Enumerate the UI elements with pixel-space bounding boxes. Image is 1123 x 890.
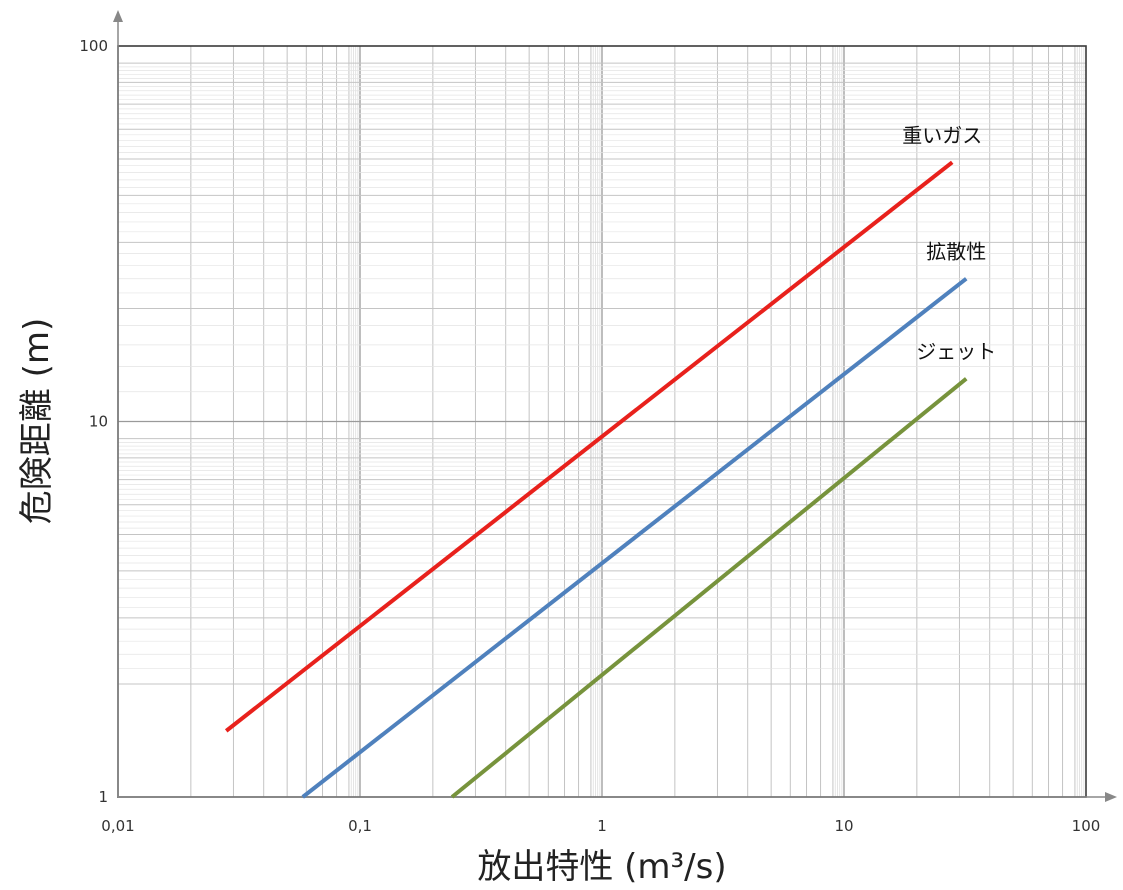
x-axis-title: 放出特性 (m³/s): [477, 847, 726, 887]
series-label: 重いガス: [902, 123, 982, 147]
x-tick-labels: 0,01 0,1 1 10 100: [101, 817, 1100, 835]
x-tick-label: 10: [834, 817, 853, 835]
series-lines: [224, 160, 968, 799]
series-label: 拡散性: [926, 240, 986, 264]
x-tick-label: 1: [597, 817, 607, 835]
series-line: [301, 277, 968, 799]
x-tick-label: 100: [1072, 817, 1101, 835]
y-tick-label: 1: [98, 788, 108, 806]
y-axis-arrow-icon: [113, 10, 123, 22]
y-axis-title: 危険距離 (m): [17, 318, 57, 524]
grid: [118, 46, 1086, 797]
x-tick-label: 0,01: [101, 817, 134, 835]
y-tick-label: 10: [89, 413, 108, 431]
series-label: ジェット: [916, 340, 996, 364]
x-axis-arrow-icon: [1105, 792, 1117, 802]
y-tick-labels: 1 10 100: [79, 37, 108, 806]
x-axis: [118, 792, 1117, 802]
y-tick-label: 100: [79, 37, 108, 55]
series-line: [224, 160, 954, 733]
x-tick-label: 0,1: [348, 817, 372, 835]
y-axis: [113, 10, 123, 797]
series-line: [450, 377, 968, 799]
